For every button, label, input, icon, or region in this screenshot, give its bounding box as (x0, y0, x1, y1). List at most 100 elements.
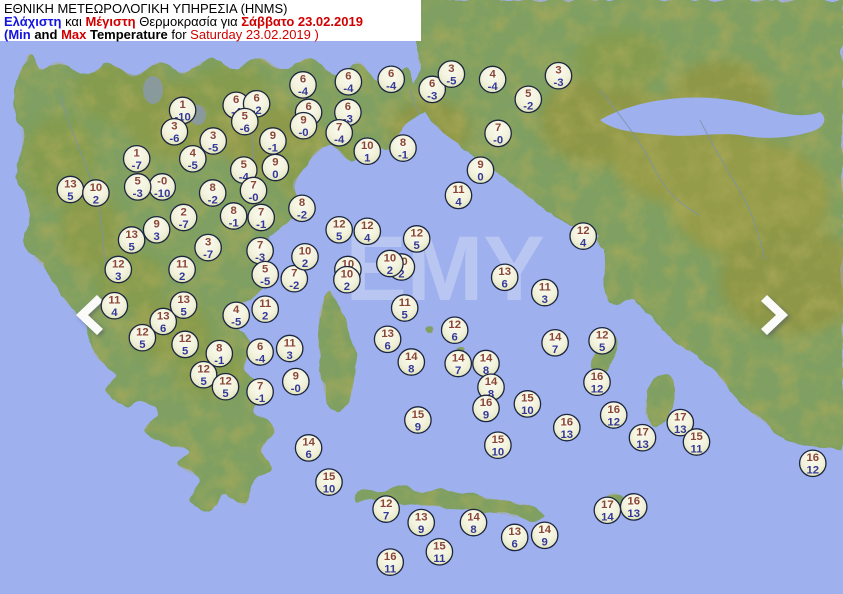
svg-text:9: 9 (272, 156, 278, 168)
svg-text:6: 6 (429, 78, 435, 90)
svg-text:-1: -1 (229, 217, 239, 229)
svg-text:3: 3 (171, 121, 177, 133)
svg-text:15: 15 (690, 431, 703, 443)
svg-text:15: 15 (412, 409, 425, 421)
svg-text:16: 16 (561, 416, 574, 428)
svg-text:13: 13 (157, 310, 170, 322)
svg-text:6: 6 (512, 539, 518, 551)
svg-text:13: 13 (508, 526, 521, 538)
svg-text:6: 6 (257, 341, 263, 353)
svg-text:6: 6 (160, 323, 166, 335)
svg-text:11: 11 (691, 443, 703, 455)
svg-text:8: 8 (230, 205, 236, 217)
svg-text:-2: -2 (289, 280, 299, 292)
svg-text:5: 5 (135, 176, 141, 188)
svg-text:9: 9 (477, 159, 483, 171)
svg-text:10: 10 (361, 140, 374, 152)
svg-text:5: 5 (241, 159, 247, 171)
svg-text:15: 15 (433, 541, 446, 553)
svg-text:5: 5 (262, 263, 268, 275)
svg-text:7: 7 (258, 206, 264, 218)
svg-text:12: 12 (112, 258, 125, 270)
svg-text:6: 6 (345, 71, 351, 83)
svg-text:-3: -3 (553, 77, 563, 89)
svg-text:-4: -4 (298, 86, 309, 98)
svg-text:-1: -1 (256, 219, 266, 231)
svg-text:8: 8 (470, 524, 476, 536)
svg-text:3: 3 (115, 271, 121, 283)
svg-text:-0: -0 (493, 135, 503, 147)
svg-text:6: 6 (305, 449, 311, 461)
svg-text:2: 2 (179, 271, 185, 283)
svg-text:9: 9 (418, 524, 424, 536)
svg-text:12: 12 (380, 498, 393, 510)
svg-text:-7: -7 (179, 219, 189, 231)
svg-text:8: 8 (299, 197, 305, 209)
svg-text:4: 4 (190, 148, 197, 160)
svg-text:5: 5 (182, 346, 188, 358)
svg-text:-0: -0 (291, 383, 301, 395)
svg-text:14: 14 (467, 511, 480, 523)
svg-text:2: 2 (93, 194, 99, 206)
svg-text:12: 12 (607, 416, 620, 428)
svg-text:9: 9 (153, 219, 159, 231)
svg-text:8: 8 (400, 137, 406, 149)
svg-text:12: 12 (219, 376, 232, 388)
svg-text:-7: -7 (132, 160, 142, 172)
svg-text:7: 7 (552, 344, 558, 356)
svg-text:10: 10 (492, 447, 505, 459)
svg-text:8: 8 (210, 182, 216, 194)
svg-text:13: 13 (415, 511, 428, 523)
svg-text:8: 8 (216, 342, 222, 354)
svg-text:3: 3 (153, 231, 159, 243)
svg-text:17: 17 (674, 411, 687, 423)
svg-text:9: 9 (415, 421, 421, 433)
svg-text:-4: -4 (386, 81, 397, 93)
svg-text:6: 6 (305, 101, 311, 113)
svg-text:16: 16 (627, 496, 640, 508)
svg-text:13: 13 (381, 328, 394, 340)
svg-text:6: 6 (452, 332, 458, 344)
svg-text:12: 12 (136, 327, 149, 339)
svg-text:-5: -5 (260, 276, 270, 288)
svg-text:14: 14 (480, 352, 493, 364)
svg-text:-5: -5 (208, 142, 218, 154)
svg-text:5: 5 (525, 88, 531, 100)
svg-text:5: 5 (414, 240, 420, 252)
svg-text:12: 12 (596, 330, 609, 342)
svg-text:17: 17 (601, 499, 614, 511)
svg-text:13: 13 (674, 424, 687, 436)
svg-text:13: 13 (561, 429, 574, 441)
svg-text:-10: -10 (154, 188, 170, 200)
svg-text:4: 4 (233, 304, 240, 316)
svg-text:9: 9 (483, 410, 489, 422)
svg-text:-4: -4 (488, 81, 499, 93)
svg-text:17: 17 (636, 427, 649, 439)
svg-text:5: 5 (180, 306, 186, 318)
svg-text:10: 10 (323, 483, 336, 495)
svg-text:1: 1 (364, 153, 370, 165)
svg-text:-5: -5 (446, 75, 456, 87)
svg-text:16: 16 (607, 404, 620, 416)
svg-text:-3: -3 (427, 91, 437, 103)
svg-text:-5: -5 (188, 160, 198, 172)
svg-text:4: 4 (455, 197, 462, 209)
svg-text:12: 12 (448, 319, 461, 331)
svg-text:13: 13 (636, 439, 649, 451)
svg-text:5: 5 (67, 191, 73, 203)
svg-text:7: 7 (455, 365, 461, 377)
svg-text:13: 13 (177, 294, 190, 306)
svg-text:2: 2 (262, 311, 268, 323)
svg-text:6: 6 (502, 279, 508, 291)
svg-text:11: 11 (108, 295, 120, 307)
svg-text:3: 3 (287, 350, 293, 362)
svg-text:-2: -2 (523, 101, 533, 113)
svg-text:14: 14 (538, 524, 551, 536)
svg-text:11: 11 (284, 337, 296, 349)
svg-text:6: 6 (345, 101, 351, 113)
svg-text:3: 3 (542, 294, 548, 306)
svg-text:7: 7 (495, 122, 501, 134)
svg-text:14: 14 (549, 332, 562, 344)
svg-text:5: 5 (139, 339, 145, 351)
svg-text:11: 11 (433, 553, 445, 565)
